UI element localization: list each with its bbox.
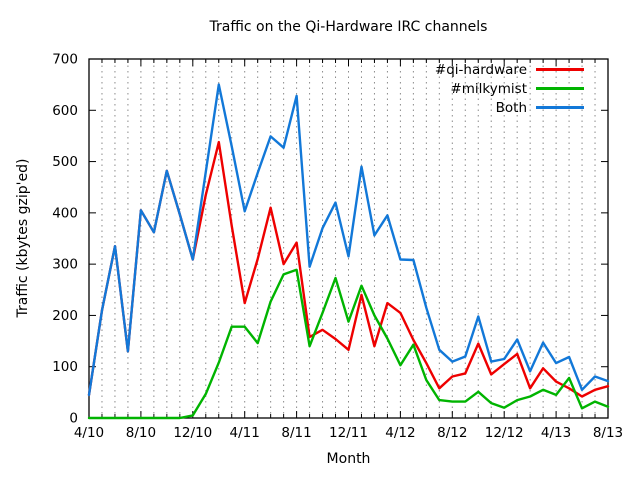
x-tick-label: 12/10 (173, 425, 212, 441)
legend: #qi-hardware #milkymist Both (435, 60, 584, 117)
x-tick-label: 4/12 (385, 425, 415, 441)
y-tick-label: 200 (52, 308, 78, 324)
x-tick-label: 8/10 (126, 425, 156, 441)
x-tick-label: 4/13 (541, 425, 571, 441)
series-line-both (87, 83, 610, 397)
y-tick-label: 700 (52, 52, 78, 68)
x-tick-label: 8/12 (437, 425, 467, 441)
y-tick-label: 300 (52, 257, 78, 273)
x-tick-label: 4/10 (74, 425, 104, 441)
y-tick-label: 0 (69, 411, 78, 427)
x-tick-label: 12/12 (485, 425, 524, 441)
legend-item: #milkymist (435, 79, 584, 98)
legend-swatch (536, 106, 584, 109)
y-tick-label: 100 (52, 359, 78, 375)
y-tick-label: 400 (52, 205, 78, 221)
x-tick-label: 8/11 (281, 425, 311, 441)
y-axis-label: Traffic (kbytes gzip'ed) (15, 158, 31, 318)
y-tick-label: 500 (52, 154, 78, 170)
x-tick-label: 12/11 (329, 425, 368, 441)
legend-label: Both (495, 99, 527, 116)
y-tick-label: 600 (52, 103, 78, 119)
legend-item: Both (435, 98, 584, 117)
chart-title: Traffic on the Qi-Hardware IRC channels (209, 19, 488, 35)
legend-swatch (536, 68, 584, 71)
legend-label: #milkymist (450, 80, 527, 97)
legend-label: #qi-hardware (434, 61, 527, 78)
legend-swatch (536, 87, 584, 90)
legend-item: #qi-hardware (435, 60, 584, 79)
x-tick-label: 8/13 (593, 425, 623, 441)
x-axis-label: Month (326, 451, 371, 467)
series-line-milkymist (87, 268, 610, 420)
x-tick-label: 4/11 (230, 425, 260, 441)
